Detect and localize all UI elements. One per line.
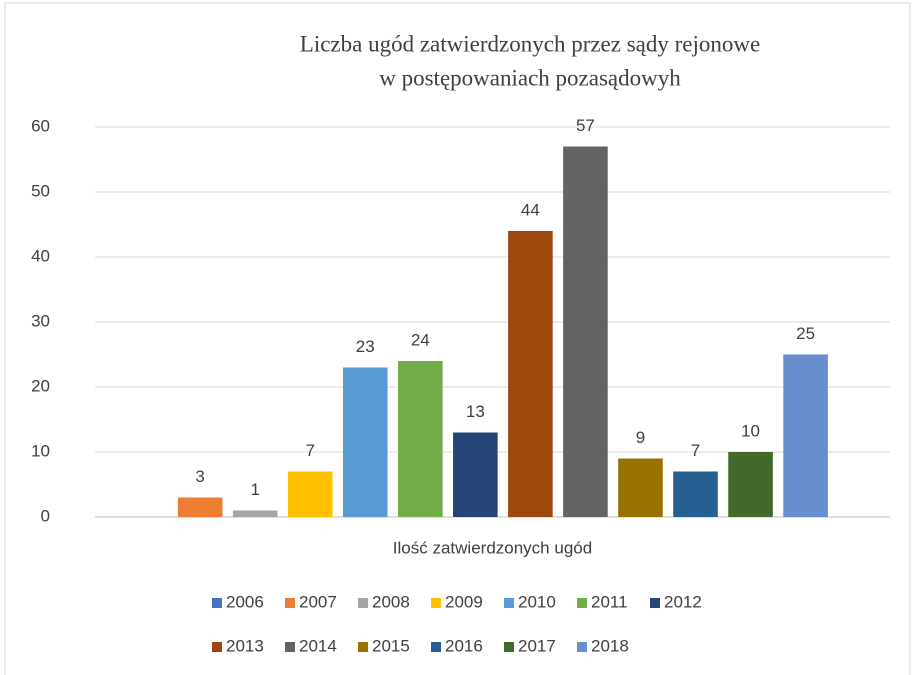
data-label: 25 (796, 324, 815, 343)
data-label: 3 (195, 467, 204, 486)
legend-swatch (650, 598, 660, 608)
chart-title: Liczba ugód zatwierdzonych przez sądy re… (300, 31, 760, 56)
y-tick-label: 0 (41, 506, 50, 525)
legend-swatch (504, 642, 514, 652)
legend-swatch (577, 598, 587, 608)
data-label: 9 (636, 428, 645, 447)
data-label: 1 (250, 480, 259, 499)
legend-label: 2015 (372, 636, 410, 655)
legend-label: 2012 (664, 592, 702, 611)
chart-title: w postępowaniach pozasądowyh (379, 65, 681, 90)
y-tick-label: 60 (31, 116, 50, 135)
bar (728, 452, 773, 517)
legend-swatch (212, 642, 222, 652)
legend-swatch (431, 642, 441, 652)
y-tick-label: 10 (31, 441, 50, 460)
legend-swatch (358, 642, 368, 652)
bar (453, 432, 498, 517)
bar (232, 510, 278, 517)
data-label: 23 (356, 337, 375, 356)
legend-label: 2007 (299, 592, 337, 611)
legend-label: 2006 (226, 592, 264, 611)
legend-label: 2016 (445, 636, 483, 655)
legend-label: 2018 (591, 636, 629, 655)
legend-label: 2009 (445, 592, 483, 611)
y-tick-label: 50 (31, 181, 50, 200)
data-label: 13 (466, 402, 485, 421)
data-label: 7 (305, 441, 314, 460)
legend-swatch (431, 598, 441, 608)
legend-swatch (504, 598, 514, 608)
legend-label: 2014 (299, 636, 337, 655)
bar (618, 458, 663, 517)
legend-label: 2013 (226, 636, 264, 655)
legend-label: 2011 (591, 592, 628, 611)
legend-label: 2017 (518, 636, 556, 655)
bar (398, 361, 443, 517)
legend-swatch (577, 642, 587, 652)
legend-label: 2010 (518, 592, 556, 611)
legend-swatch (285, 598, 295, 608)
bar (673, 471, 718, 517)
legend-swatch (212, 598, 222, 608)
bar (287, 471, 333, 517)
data-label: 24 (411, 330, 430, 349)
bar (177, 497, 223, 517)
bar (342, 367, 388, 517)
data-label: 57 (576, 116, 595, 135)
x-tick-label: Ilość zatwierdzonych ugód (393, 538, 592, 557)
bar (783, 354, 828, 517)
y-tick-label: 40 (31, 246, 50, 265)
legend-swatch (358, 598, 368, 608)
chart-border (4, 2, 911, 675)
legend-label: 2008 (372, 592, 410, 611)
bar (563, 146, 608, 517)
data-label: 7 (691, 441, 700, 460)
data-label: 44 (521, 200, 540, 219)
legend-swatch (285, 642, 295, 652)
y-tick-label: 30 (31, 311, 50, 330)
data-label: 10 (741, 421, 760, 440)
y-tick-label: 20 (31, 376, 50, 395)
bar (508, 231, 553, 517)
